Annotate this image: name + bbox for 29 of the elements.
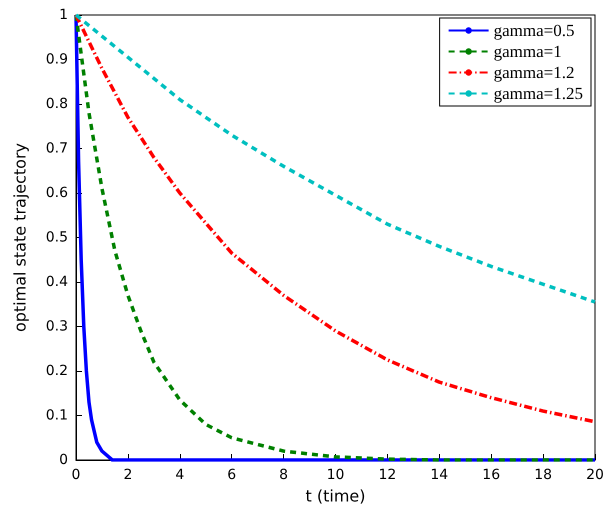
x-tick-label: 4 [175, 467, 184, 483]
x-tick-label: 20 [586, 467, 604, 483]
y-tick-label: 0.3 [46, 318, 68, 334]
x-axis-title: t (time) [306, 486, 366, 506]
x-tick-label: 12 [378, 467, 396, 483]
legend-label: gamma=1.2 [494, 63, 574, 82]
y-tick-label: 0.6 [46, 185, 68, 201]
y-axis-title: optimal state trajectory [10, 142, 30, 332]
y-tick-label: 0.9 [46, 52, 68, 68]
legend-label: gamma=1 [494, 42, 562, 61]
x-tick-label: 18 [534, 467, 552, 483]
x-tick-label: 8 [279, 467, 288, 483]
line-series [74, 13, 597, 304]
legend-label: gamma=1.25 [494, 84, 583, 103]
x-tick-label: 10 [326, 467, 344, 483]
x-tick-label: 6 [227, 467, 236, 483]
x-tick-label: 16 [482, 467, 500, 483]
y-tick-label: 0.5 [46, 230, 68, 246]
x-tick-label: 2 [123, 467, 132, 483]
y-tick-label: 0 [59, 452, 68, 468]
y-tick-label: 0.8 [46, 96, 68, 112]
x-tick-label: 14 [430, 467, 448, 483]
y-tick-label: 0.7 [46, 140, 68, 156]
y-tick-label: 1 [59, 7, 68, 23]
y-tick-label: 0.1 [46, 408, 68, 424]
y-tick-label: 0.2 [46, 363, 68, 379]
x-tick-label: 0 [72, 467, 80, 483]
legend-label: gamma=0.5 [494, 21, 574, 40]
y-tick-label: 0.4 [46, 274, 68, 290]
